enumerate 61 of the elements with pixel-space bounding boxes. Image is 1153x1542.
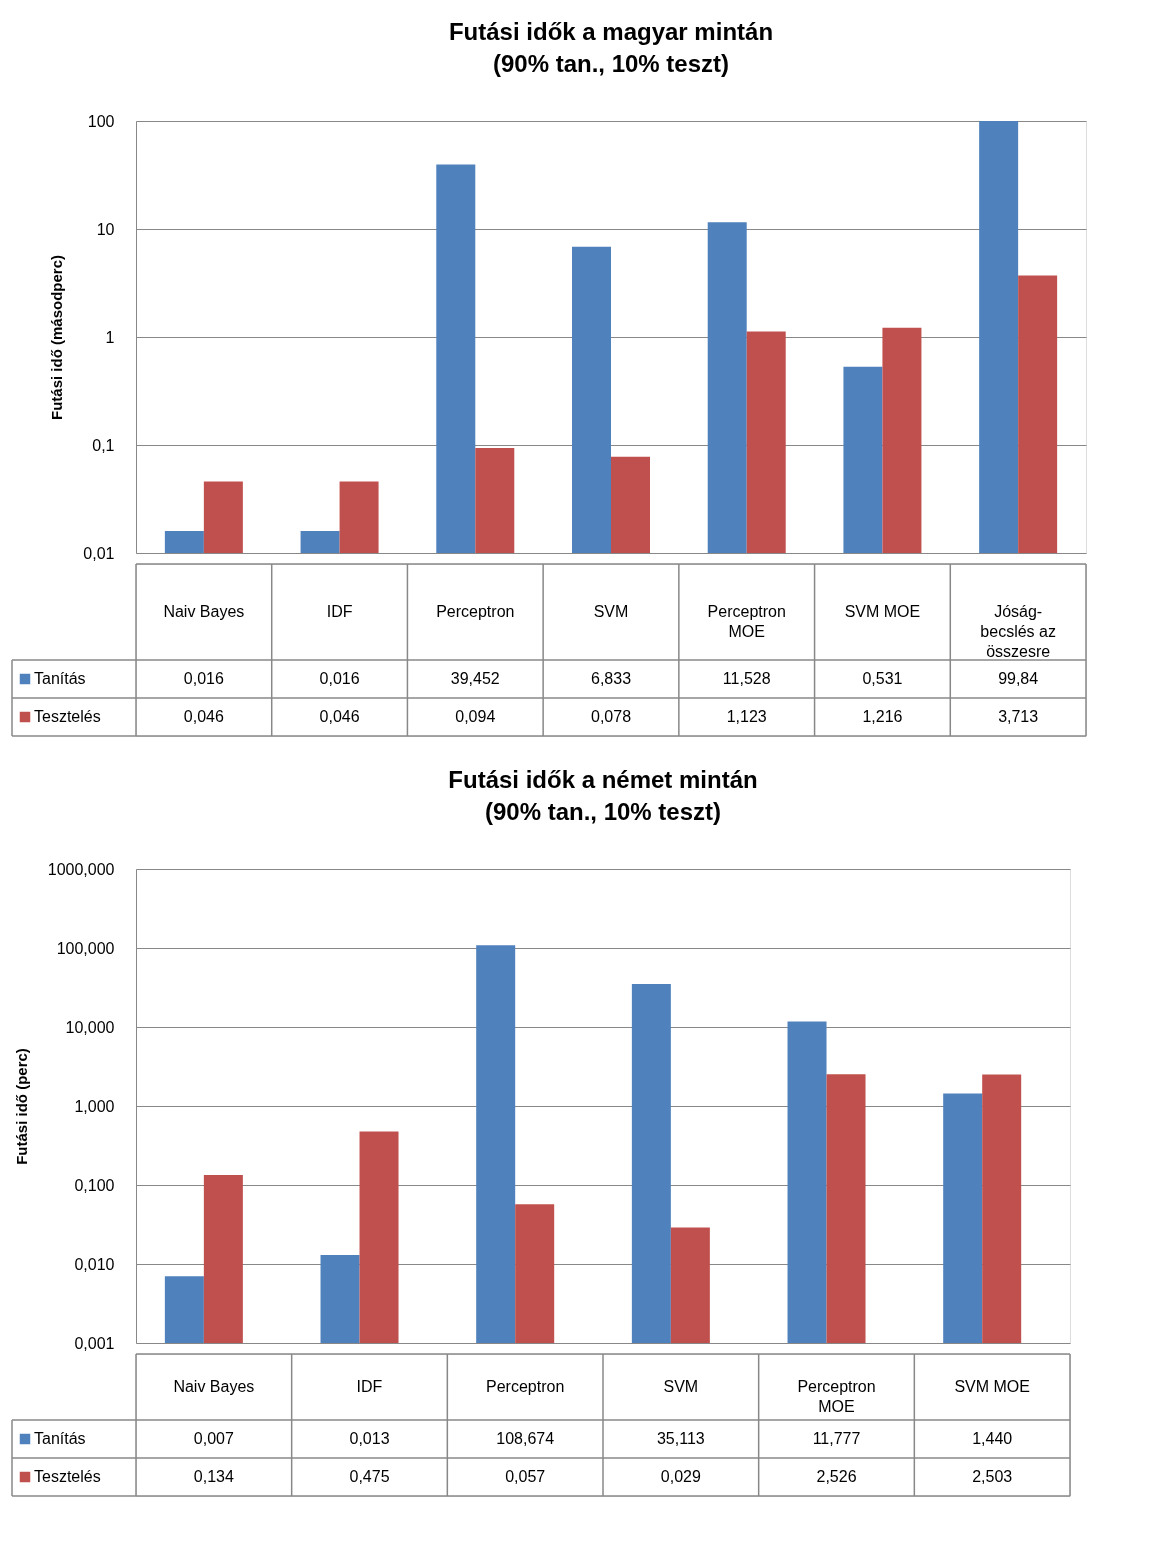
data-label: 35,113 bbox=[656, 1430, 705, 1447]
x-tick-label: SVM bbox=[593, 603, 629, 620]
data-label: 11,528 bbox=[722, 670, 771, 687]
y-tick-label: 0,01 bbox=[83, 544, 115, 562]
y-tick-label: 0,100 bbox=[74, 1176, 115, 1194]
data-label: 1,440 bbox=[972, 1430, 1013, 1447]
data-label: 0,134 bbox=[193, 1468, 234, 1485]
x-tick-label: Naiv Bayes bbox=[163, 603, 245, 620]
legend-label: Tanítás bbox=[34, 1430, 86, 1447]
data-label: 0,078 bbox=[590, 708, 632, 725]
chart-subtitle: (90% tan., 10% teszt) bbox=[492, 50, 730, 77]
x-tick-label: IDF bbox=[356, 1378, 383, 1395]
x-tick-label: SVM MOE bbox=[954, 1378, 1030, 1395]
data-label: 0,007 bbox=[193, 1430, 234, 1447]
x-tick-label: SVM MOE bbox=[844, 603, 921, 620]
data-label: 0,475 bbox=[349, 1468, 390, 1485]
chart-title: Futási idők a német mintán bbox=[448, 766, 758, 793]
legend-label: Tesztelés bbox=[34, 708, 101, 725]
data-label: 2,526 bbox=[816, 1468, 857, 1485]
data-label: 0,016 bbox=[183, 670, 224, 687]
legend-label: Tesztelés bbox=[34, 1468, 101, 1485]
data-label: 108,674 bbox=[496, 1430, 555, 1447]
data-label: 2,503 bbox=[972, 1468, 1013, 1485]
data-label: 99,84 bbox=[998, 670, 1039, 687]
data-label: 0,046 bbox=[183, 708, 224, 725]
y-tick-label: 1000,000 bbox=[47, 860, 115, 878]
x-tick-label: Jóság-becslés az összesre bbox=[980, 603, 1056, 660]
y-tick-label: 0,001 bbox=[74, 1334, 115, 1352]
data-label: 11,777 bbox=[812, 1430, 861, 1447]
y-axis-title: Futási idő (perc) bbox=[12, 1048, 30, 1165]
data-label: 0,046 bbox=[319, 708, 360, 725]
y-axis-title: Futási idő (másodperc) bbox=[48, 254, 66, 421]
chart-subtitle: (90% tan., 10% teszt) bbox=[484, 798, 722, 825]
data-label: 1,123 bbox=[726, 708, 767, 725]
data-label: 0,029 bbox=[660, 1468, 701, 1485]
x-tick-label: Naiv Bayes bbox=[173, 1378, 255, 1395]
legend-label: Tanítás bbox=[34, 670, 86, 687]
data-label: 6,833 bbox=[590, 670, 632, 687]
y-tick-label: 1,000 bbox=[74, 1097, 115, 1115]
y-tick-label: 0,010 bbox=[74, 1255, 115, 1273]
data-label: 3,713 bbox=[998, 708, 1039, 725]
x-tick-label: Perceptron MOE bbox=[797, 1378, 876, 1415]
x-tick-label: Perceptron MOE bbox=[707, 603, 786, 640]
data-label: 0,094 bbox=[455, 708, 496, 725]
x-tick-label: SVM bbox=[663, 1378, 699, 1395]
data-label: 0,013 bbox=[349, 1430, 390, 1447]
data-label: 0,016 bbox=[319, 670, 360, 687]
x-tick-label: IDF bbox=[326, 603, 353, 620]
x-tick-label: Perceptron bbox=[486, 1378, 565, 1395]
data-label: 0,531 bbox=[862, 670, 903, 687]
y-tick-label: 10,000 bbox=[65, 1018, 115, 1036]
y-tick-label: 100,000 bbox=[56, 939, 115, 957]
data-label: 0,057 bbox=[505, 1468, 546, 1485]
y-tick-label: 0,1 bbox=[92, 436, 115, 454]
data-label: 39,452 bbox=[450, 670, 500, 687]
y-tick-label: 10 bbox=[96, 220, 115, 238]
data-label: 1,216 bbox=[862, 708, 903, 725]
y-tick-label: 1 bbox=[105, 328, 115, 346]
x-tick-label: Perceptron bbox=[436, 603, 515, 620]
y-tick-label: 100 bbox=[87, 112, 115, 130]
chart-title: Futási idők a magyar mintán bbox=[448, 18, 774, 45]
